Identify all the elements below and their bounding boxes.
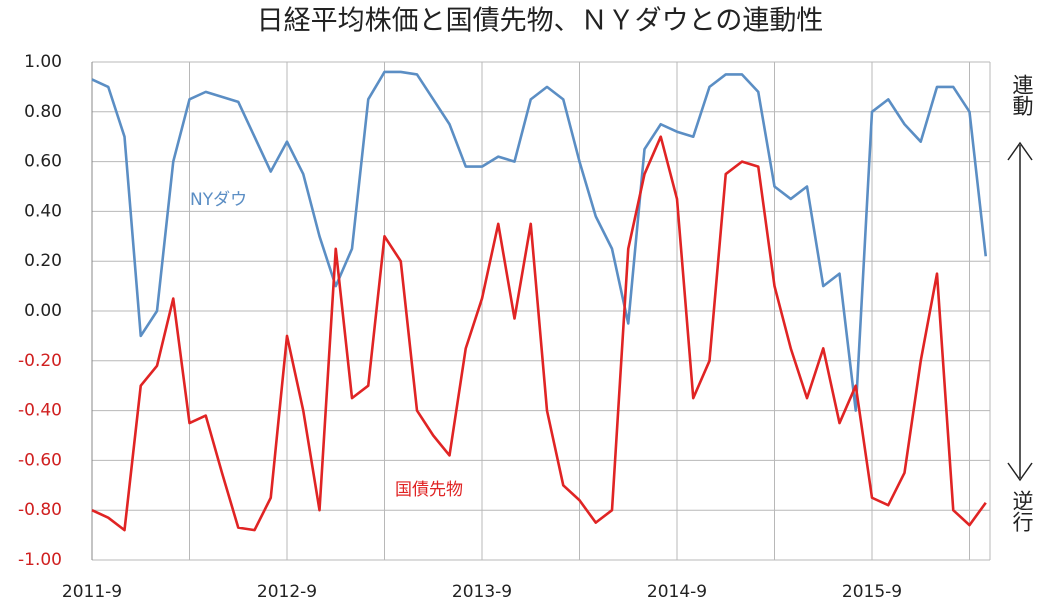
- x-tick-label: 2012-9: [257, 582, 317, 602]
- y-tick-label: 0.40: [24, 201, 62, 221]
- series-label: NYダウ: [190, 190, 247, 210]
- y-tick-label: -0.20: [18, 351, 62, 371]
- series-line: [91, 70, 988, 412]
- arrow-head-up: [1007, 141, 1033, 161]
- x-tick-label: 2015-9: [842, 582, 902, 602]
- x-tick-label: 2013-9: [452, 582, 512, 602]
- annotation-bottom: 逆行: [1010, 490, 1034, 532]
- y-tick-label: -0.80: [18, 500, 62, 520]
- y-tick-label: 0.80: [24, 102, 62, 122]
- annotation-top: 連動: [1010, 74, 1034, 116]
- chart-title: 日経平均株価と国債先物、ＮＹダウとの連動性: [257, 6, 824, 37]
- series-label: 国債先物: [395, 480, 463, 500]
- x-tick-label: 2014-9: [647, 582, 707, 602]
- y-tick-label: -0.60: [18, 450, 62, 470]
- y-tick-label: -1.00: [18, 550, 62, 570]
- y-tick-label: 0.20: [24, 251, 62, 271]
- x-tick-label: 2011-9: [62, 582, 122, 602]
- y-tick-label: 1.00: [24, 52, 62, 72]
- arrow-head-down: [1007, 462, 1033, 482]
- y-tick-label: -0.40: [18, 401, 62, 421]
- y-tick-label: 0.00: [24, 301, 62, 321]
- series-line: [91, 135, 987, 532]
- y-tick-label: 0.60: [24, 152, 62, 172]
